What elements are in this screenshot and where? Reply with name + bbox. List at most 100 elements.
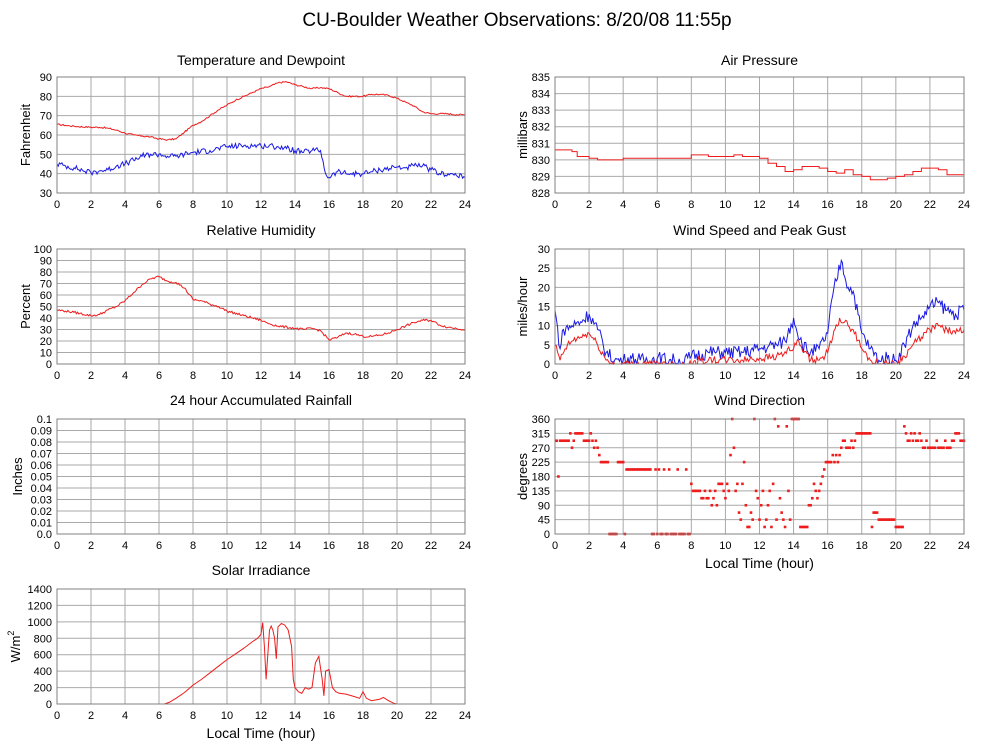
rain-ylabel-text: Inches xyxy=(10,457,25,496)
pressure-ytick-label: 833 xyxy=(532,105,550,117)
direction-point xyxy=(734,489,737,493)
direction-xtick-label: 14 xyxy=(787,540,799,552)
rain-ytick-label: 0.0 xyxy=(37,529,52,541)
direction-point xyxy=(880,518,884,521)
solar-xtick-label: 12 xyxy=(255,710,267,722)
direction-point xyxy=(717,482,720,486)
direction-point xyxy=(708,489,712,493)
direction-point xyxy=(700,496,703,500)
rain-xtick-label: 20 xyxy=(391,540,403,552)
direction-ylabel-text: degrees xyxy=(515,453,530,500)
solar-ytick-label: 1400 xyxy=(28,584,52,596)
direction-point xyxy=(853,439,857,443)
direction-point xyxy=(920,439,923,443)
humidity-ytick-label: 10 xyxy=(40,348,52,360)
wind-ytick-label: 20 xyxy=(538,282,550,294)
solar-ytick-label: 600 xyxy=(34,650,52,662)
direction-point xyxy=(916,439,920,443)
temp-xtick-label: 6 xyxy=(156,199,162,211)
humidity-ytick-label: 80 xyxy=(40,267,52,279)
direction-point xyxy=(693,489,697,493)
pressure-xtick-label: 0 xyxy=(552,199,558,211)
humidity-ylabel-text: Percent xyxy=(18,284,33,329)
solar-title: Solar Irradiance xyxy=(212,562,311,578)
direction-point xyxy=(565,439,569,443)
direction-point xyxy=(638,468,642,471)
direction-point xyxy=(695,489,698,493)
temp-ytick-label: 30 xyxy=(40,188,52,200)
temp-ytick-label: 60 xyxy=(40,130,52,142)
solar-xtick-label: 10 xyxy=(221,710,233,722)
direction-point xyxy=(742,460,746,464)
temp-xtick-label: 8 xyxy=(190,199,196,211)
direction-point xyxy=(751,518,754,521)
direction-point xyxy=(558,439,562,443)
direction-point xyxy=(937,446,940,450)
direction-ylabel: degrees xyxy=(515,453,530,500)
direction-point xyxy=(739,518,743,521)
direction-point xyxy=(896,525,899,529)
wind-ylabel: miles/hour xyxy=(515,276,530,337)
wind-series-blue-line xyxy=(555,258,964,365)
humidity-xtick-label: 6 xyxy=(156,370,162,382)
direction-point xyxy=(843,439,847,443)
solar-xtick-label: 24 xyxy=(459,710,471,722)
solar-ylabel-superscript: 2 xyxy=(6,631,16,636)
direction-point xyxy=(846,446,850,450)
direction-point xyxy=(882,518,886,521)
direction-ytick-label: 270 xyxy=(532,443,550,455)
direction-point xyxy=(713,489,717,493)
humidity-ytick-label: 20 xyxy=(40,336,52,348)
direction-point xyxy=(812,482,816,486)
direction-point xyxy=(935,439,939,443)
direction-point xyxy=(620,460,623,464)
wind-xtick-label: 16 xyxy=(822,370,834,382)
direction-point xyxy=(712,496,715,500)
rain-ytick-label: 0.05 xyxy=(31,472,52,484)
direction-point xyxy=(724,496,727,500)
direction-point xyxy=(957,432,961,435)
direction-point xyxy=(925,439,928,443)
direction-point xyxy=(829,460,833,464)
direction-point xyxy=(897,525,901,529)
solar-xtick-label: 2 xyxy=(88,710,94,722)
direction-point xyxy=(601,460,605,464)
direction-point xyxy=(703,489,707,493)
direction-point xyxy=(645,468,649,471)
direction-point xyxy=(904,432,908,435)
direction-point xyxy=(729,453,732,457)
humidity-title: Relative Humidity xyxy=(207,222,316,238)
solar-ytick-label: 200 xyxy=(34,683,52,695)
temp-xtick-label: 18 xyxy=(357,199,369,211)
direction-point xyxy=(841,439,845,443)
rain-ylabel: Inches xyxy=(10,457,25,496)
direction-xlabel: Local Time (hour) xyxy=(705,555,814,571)
direction-point xyxy=(906,439,910,443)
rain-xtick-label: 2 xyxy=(88,540,94,552)
direction-point xyxy=(950,439,954,443)
direction-point xyxy=(901,525,904,529)
direction-point xyxy=(909,432,913,435)
direction-point xyxy=(802,525,806,529)
direction-point xyxy=(913,432,916,435)
direction-point xyxy=(691,489,695,493)
solar-xtick-label: 6 xyxy=(156,710,162,722)
wind-title: Wind Speed and Peak Gust xyxy=(673,222,846,238)
humidity-xtick-label: 12 xyxy=(255,370,267,382)
direction-point xyxy=(785,425,789,428)
direction-point xyxy=(857,432,860,435)
direction-point xyxy=(640,468,644,471)
direction-point xyxy=(819,482,823,486)
wind-xtick-label: 14 xyxy=(787,370,799,382)
direction-ytick-label: 315 xyxy=(532,428,550,440)
rain-ytick-label: 0.03 xyxy=(31,495,52,507)
direction-point xyxy=(863,432,867,435)
direction-point xyxy=(928,446,932,450)
direction-point xyxy=(918,432,921,435)
pressure-xtick-label: 14 xyxy=(787,199,799,211)
wind-xtick-label: 22 xyxy=(924,370,936,382)
temp-xtick-label: 16 xyxy=(323,199,335,211)
